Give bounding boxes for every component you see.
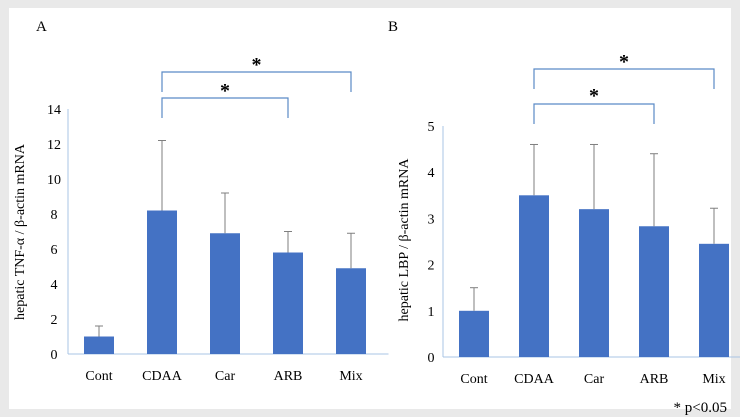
y-tick-label-a: 10 <box>47 173 61 188</box>
figure-panel <box>9 8 731 409</box>
y-tick-label-a: 14 <box>47 103 61 118</box>
chart-a: A hepatic TNF-α / β-actin mRNA 0 2 4 6 8 10 12… <box>13 19 389 384</box>
y-tick-label-a: 2 <box>51 313 58 328</box>
x-tick-label-b: Mix <box>702 372 725 387</box>
panel-label-a: A <box>36 19 47 35</box>
x-tick-label-b: Car <box>584 372 605 387</box>
significance-bracket-b <box>533 103 655 124</box>
significance-mark-a: * <box>252 54 262 76</box>
y-tick-label-b: 5 <box>428 120 435 135</box>
x-tick-label-a: CDAA <box>142 369 183 384</box>
bar-b-cdaa <box>519 195 549 357</box>
x-tick-label-a: ARB <box>274 369 303 384</box>
y-tick-label-a: 6 <box>51 243 58 258</box>
x-tick-label-b: Cont <box>460 372 487 387</box>
y-tick-label-b: 1 <box>428 305 435 320</box>
significance-bracket-a <box>161 71 352 92</box>
y-tick-label-a: 0 <box>51 348 58 363</box>
significance-mark-b: * <box>619 51 629 73</box>
x-tick-label-b: ARB <box>640 372 669 387</box>
x-tick-label-b: CDAA <box>514 372 555 387</box>
bar-b-cont <box>459 310 489 357</box>
bar-a-mix <box>336 268 366 354</box>
chart-b: B hepatic LBP / β-actin mRNA 0 1 2 3 4 5 Cont C… <box>388 19 740 387</box>
x-tick-label-a: Mix <box>339 369 362 384</box>
y-tick-label-b: 0 <box>428 351 435 366</box>
x-tick-label-a: Cont <box>85 369 112 384</box>
footnote: * p<0.05 <box>674 400 727 416</box>
y-tick-label-a: 8 <box>51 208 58 223</box>
x-tick-label-a: Car <box>215 369 236 384</box>
significance-bracket-a <box>161 97 289 118</box>
bar-a-car <box>210 233 240 354</box>
panel-label-b: B <box>388 19 398 35</box>
y-axis-label-b: hepatic LBP / β-actin mRNA <box>397 158 412 322</box>
bar-a-cdaa <box>147 210 177 354</box>
y-tick-label-a: 4 <box>51 278 58 293</box>
bar-b-mix <box>699 243 729 357</box>
bar-b-arb <box>639 226 669 357</box>
bar-a-cont <box>84 336 114 354</box>
y-tick-label-b: 3 <box>428 212 435 227</box>
y-tick-label-b: 4 <box>428 166 435 181</box>
bar-a-arb <box>273 252 303 354</box>
y-tick-label-b: 2 <box>428 259 435 274</box>
significance-mark-a: * <box>220 80 230 102</box>
y-tick-label-a: 12 <box>47 138 61 153</box>
y-axis-label-a: hepatic TNF-α / β-actin mRNA <box>13 143 28 320</box>
significance-bracket-b <box>533 68 715 89</box>
bar-b-car <box>579 209 609 357</box>
significance-mark-b: * <box>589 85 599 107</box>
